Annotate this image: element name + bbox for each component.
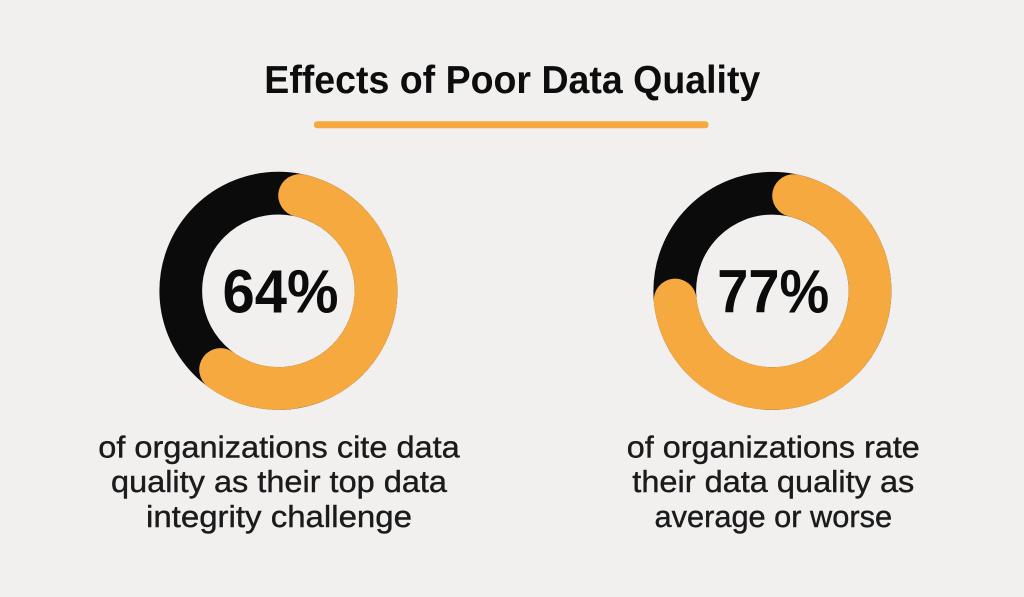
svg-text:integrity challenge: integrity challenge	[146, 499, 412, 534]
svg-text:quality as their top data: quality as their top data	[111, 464, 448, 499]
svg-text:of organizations cite data: of organizations cite data	[98, 429, 460, 464]
svg-text:Effects of Poor Data Quality: Effects of Poor Data Quality	[264, 59, 761, 102]
svg-text:their data quality as: their data quality as	[632, 464, 914, 499]
svg-text:average or worse: average or worse	[655, 499, 893, 534]
svg-text:of organizations rate: of organizations rate	[627, 429, 920, 464]
svg-text:64%: 64%	[223, 257, 339, 326]
svg-text:77%: 77%	[717, 257, 829, 326]
